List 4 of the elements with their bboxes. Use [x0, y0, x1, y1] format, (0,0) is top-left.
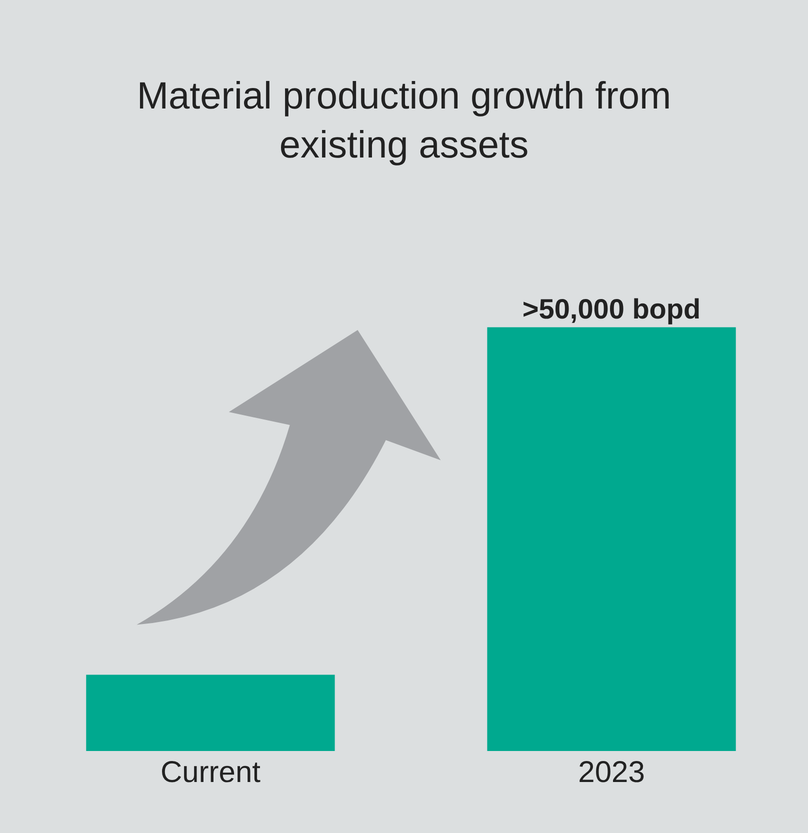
- x-tick-label: 2023: [578, 756, 645, 789]
- chart-title: Material production growth from existing assets: [136, 75, 672, 167]
- x-tick-label: Current: [160, 756, 262, 789]
- data-label: >50,000 bopd: [522, 293, 701, 324]
